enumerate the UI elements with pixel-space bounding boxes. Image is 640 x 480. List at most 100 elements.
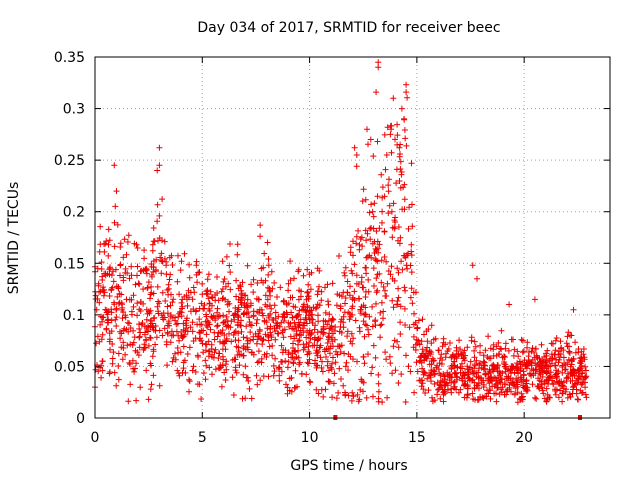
data-point — [113, 382, 120, 389]
data-point — [105, 252, 112, 259]
data-point — [544, 347, 551, 354]
data-point — [337, 305, 344, 312]
data-point — [424, 344, 431, 351]
y-tick-label: 0 — [76, 411, 85, 427]
data-point — [453, 347, 460, 354]
data-point — [306, 350, 313, 357]
data-point — [402, 399, 409, 405]
data-point — [475, 374, 482, 381]
plot-frame — [94, 56, 611, 419]
data-point — [570, 306, 577, 313]
data-point — [254, 381, 261, 388]
data-point — [176, 372, 183, 379]
data-point — [460, 370, 467, 377]
data-point — [265, 271, 272, 278]
data-point — [374, 193, 381, 200]
data-point — [261, 250, 268, 257]
data-point — [325, 378, 332, 385]
data-point — [425, 387, 432, 394]
data-point — [120, 339, 127, 346]
data-point — [429, 394, 435, 401]
data-point — [467, 358, 474, 365]
data-point — [192, 335, 199, 342]
data-point — [318, 297, 325, 304]
data-point — [394, 121, 401, 128]
data-point — [377, 309, 384, 316]
data-point — [327, 343, 334, 350]
data-point — [108, 309, 115, 316]
data-point — [119, 356, 126, 363]
data-point — [262, 301, 269, 308]
data-point — [457, 386, 464, 393]
data-point — [307, 286, 314, 293]
data-point — [122, 351, 129, 358]
data-point — [407, 262, 414, 269]
scatter-points — [92, 59, 590, 420]
data-point — [167, 313, 174, 320]
data-point — [101, 248, 108, 255]
data-point — [334, 351, 341, 358]
data-point — [320, 323, 327, 330]
data-point — [428, 322, 435, 329]
data-point — [238, 351, 245, 358]
data-point — [149, 247, 156, 254]
data-point — [125, 328, 132, 335]
data-point — [342, 295, 349, 301]
data-point — [255, 296, 262, 303]
data-point — [472, 343, 479, 350]
data-point — [119, 315, 126, 322]
data-point — [278, 368, 285, 375]
data-point — [186, 261, 193, 268]
data-point — [285, 319, 292, 326]
data-point — [469, 376, 476, 383]
data-point — [318, 364, 325, 371]
data-point — [143, 316, 150, 323]
data-point — [166, 322, 173, 329]
data-point — [270, 372, 277, 379]
data-point — [350, 238, 356, 245]
data-point — [189, 367, 196, 374]
data-point — [178, 299, 185, 306]
data-point — [404, 265, 411, 272]
data-point — [390, 200, 397, 207]
data-point — [229, 357, 236, 363]
data-point — [108, 272, 115, 279]
data-point — [100, 314, 107, 321]
data-point — [143, 367, 150, 374]
data-point — [355, 295, 362, 302]
data-point — [543, 350, 549, 357]
data-point — [316, 344, 323, 351]
data-point — [221, 369, 228, 376]
data-point — [227, 241, 233, 247]
data-point — [406, 324, 413, 331]
data-point — [390, 95, 397, 102]
data-point — [204, 276, 211, 283]
data-point — [238, 328, 245, 335]
data-point — [469, 262, 476, 269]
data-point — [327, 350, 333, 357]
data-point — [240, 352, 247, 359]
data-point — [226, 262, 233, 269]
data-point — [495, 351, 502, 358]
data-point — [243, 323, 250, 330]
data-point — [286, 323, 293, 330]
data-point — [448, 366, 455, 372]
data-point — [407, 368, 414, 375]
data-point — [217, 338, 223, 345]
data-point — [186, 274, 193, 281]
data-point — [295, 338, 302, 344]
data-point — [487, 377, 494, 384]
data-point — [239, 395, 246, 402]
data-point — [463, 394, 470, 401]
data-point — [223, 337, 230, 344]
data-point — [233, 277, 240, 284]
data-point — [300, 272, 307, 279]
data-point — [219, 286, 226, 292]
data-point — [154, 283, 161, 290]
data-point — [127, 325, 134, 331]
data-point — [381, 193, 388, 200]
data-point — [111, 369, 118, 376]
data-point — [238, 322, 244, 329]
data-point — [550, 381, 557, 388]
data-point — [211, 329, 218, 336]
